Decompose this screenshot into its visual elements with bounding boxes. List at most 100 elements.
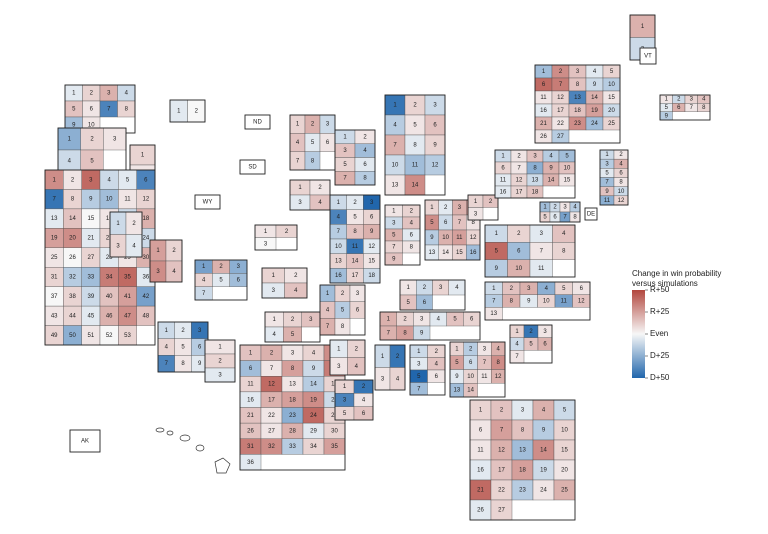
district-label: 6 <box>249 366 253 372</box>
district-label: 5 <box>392 233 396 239</box>
district-label: 7 <box>500 428 504 434</box>
district-label: 2 <box>291 317 295 323</box>
district-label: 16 <box>106 216 113 222</box>
state-border <box>169 99 206 123</box>
district-label: 6 <box>326 140 330 146</box>
district-label: 3 <box>458 205 462 211</box>
district-label: 3 <box>291 350 295 356</box>
district-label: 1 <box>387 317 391 323</box>
district-label: 4 <box>619 161 623 167</box>
state-border <box>334 379 374 421</box>
district-label: 9 <box>495 266 499 272</box>
district-label: 47 <box>124 313 131 319</box>
district-label: 48 <box>142 313 149 319</box>
district-label: 2 <box>403 317 407 323</box>
district-label: 3 <box>156 269 160 275</box>
district-label: 9 <box>312 366 316 372</box>
district-label: 14 <box>548 178 555 184</box>
district-label: 3 <box>527 286 531 292</box>
state-border <box>261 267 308 299</box>
district-label: 44 <box>69 313 76 319</box>
district-label: 7 <box>107 107 111 113</box>
district-label: 50 <box>69 333 76 339</box>
district-label: 2 <box>181 328 185 334</box>
state: 1 2 3 4 5 <box>264 311 321 343</box>
state-border <box>484 224 576 278</box>
district-label: 22 <box>106 236 113 242</box>
district-label: 13 <box>574 95 581 101</box>
district-label: 4 <box>362 398 366 404</box>
district-label: 4 <box>312 350 316 356</box>
state-border <box>254 224 298 251</box>
state: 1 2 3 4 5 6 <box>334 379 374 421</box>
district-label: 2 <box>517 231 521 237</box>
district-label: 13 <box>532 178 539 184</box>
legend-tick-label: Even <box>650 329 668 338</box>
district-label: 5 <box>413 123 417 129</box>
district-label: 8 <box>353 229 357 235</box>
state-border <box>409 344 446 396</box>
district-label: 4 <box>107 177 111 183</box>
district-label: 3 <box>343 398 347 404</box>
district-label: 33 <box>289 444 296 450</box>
district-label: 27 <box>498 508 505 514</box>
district-label: 4 <box>326 308 330 314</box>
district-label: 10 <box>335 244 342 250</box>
district-label: 5 <box>181 345 185 351</box>
district-label: 32 <box>268 444 275 450</box>
district-label: 7 <box>515 354 519 360</box>
district-label: 6 <box>580 286 584 292</box>
district-label: 4 <box>132 243 136 249</box>
district-label: 1 <box>272 273 276 279</box>
district-label: 2 <box>559 69 563 75</box>
district-label: 11 <box>124 197 131 203</box>
state-label: SD <box>248 165 257 171</box>
district-label: 3 <box>543 329 547 335</box>
district-label: 18 <box>289 397 296 403</box>
district-label: 2 <box>195 109 199 115</box>
district-label: 15 <box>87 216 94 222</box>
district-label: 4 <box>68 159 72 165</box>
state-border <box>329 339 366 376</box>
district-label: 1 <box>492 286 496 292</box>
district-label: 6 <box>553 215 557 221</box>
district-label: 25 <box>561 488 568 494</box>
district-label: 11 <box>481 374 488 380</box>
district-label: 17 <box>516 190 523 196</box>
district-label: 19 <box>51 236 58 242</box>
state: 1 2 3 4 <box>109 211 143 258</box>
state-label: WY <box>203 200 213 206</box>
district-label: 14 <box>69 216 76 222</box>
district-label: 27 <box>87 255 94 261</box>
district-label: 2 <box>469 346 473 352</box>
district-label: 2 <box>353 200 357 206</box>
district-label: 1 <box>495 231 499 237</box>
district-label: 8 <box>403 331 407 337</box>
district-label: 14 <box>540 448 547 454</box>
district-label: 6 <box>198 345 202 351</box>
district-label: 1 <box>543 205 547 211</box>
district-label: 4 <box>435 361 439 367</box>
district-label: 2 <box>423 285 427 291</box>
legend-colorbar <box>632 290 645 378</box>
district-label: 5 <box>406 300 410 306</box>
district-label: 4 <box>702 97 706 103</box>
district-label: 5 <box>343 162 347 168</box>
district-label: 53 <box>124 333 131 339</box>
district-label: 8 <box>71 197 75 203</box>
state: 1 2 3 4 <box>374 344 406 391</box>
district-label: 36 <box>142 275 149 281</box>
district-label: 10 <box>608 82 615 88</box>
legend-title: Change in win probability <box>632 269 721 278</box>
district-label: 8 <box>510 299 514 305</box>
district-label: 12 <box>268 382 275 388</box>
district-label: 9 <box>433 143 437 149</box>
district-label: 46 <box>106 313 113 319</box>
state-border <box>539 201 581 223</box>
district-label: 14 <box>412 183 419 189</box>
district-label: 2 <box>294 273 298 279</box>
district-label: 1 <box>337 200 341 206</box>
state: 1234567891011121314151617181920212223242… <box>239 344 346 471</box>
